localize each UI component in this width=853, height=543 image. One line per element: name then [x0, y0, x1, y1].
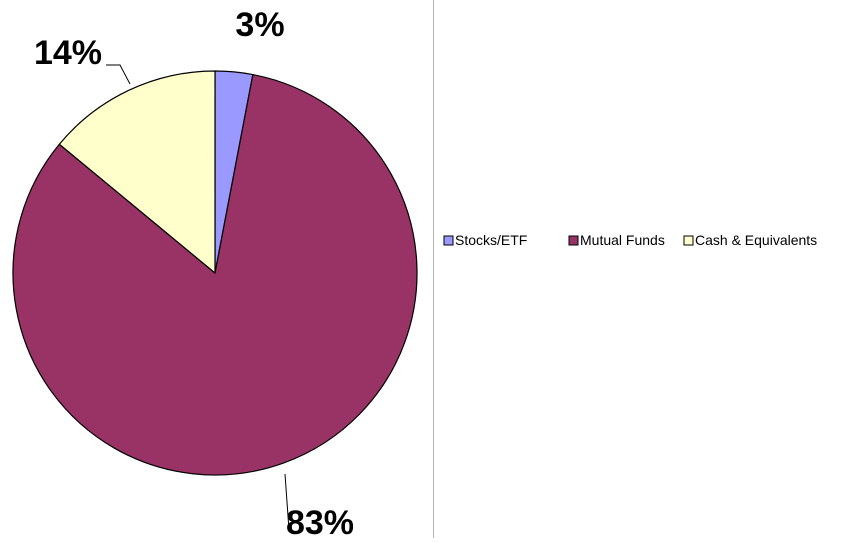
legend-label-mutual-funds: Mutual Funds [580, 232, 665, 248]
data-label-cash-equivalents: 14% [34, 34, 102, 72]
data-labels: 3% 83% 14% [34, 6, 354, 542]
legend-label-stocks-etf: Stocks/ETF [455, 232, 527, 248]
leader-line-cash-equivalents [106, 64, 131, 85]
legend: Stocks/ETF Mutual Funds Cash & Equivalents [443, 232, 817, 248]
panel-divider [433, 0, 434, 538]
legend-swatch-mutual-funds [568, 235, 579, 246]
pie-slice-cash-equivalents [58, 70, 216, 274]
leader-line-mutual-funds [284, 473, 290, 531]
leader-lines [106, 64, 290, 531]
legend-swatch-stocks-etf [443, 235, 454, 246]
data-label-stocks-etf: 3% [235, 6, 284, 44]
data-label-mutual-funds: 83% [286, 504, 354, 538]
pie-slice-mutual-funds [12, 73, 418, 476]
legend-label-cash-equivalents: Cash & Equivalents [695, 232, 817, 248]
pie-slices [12, 70, 418, 476]
legend-swatch-cash-equivalents [683, 235, 694, 246]
